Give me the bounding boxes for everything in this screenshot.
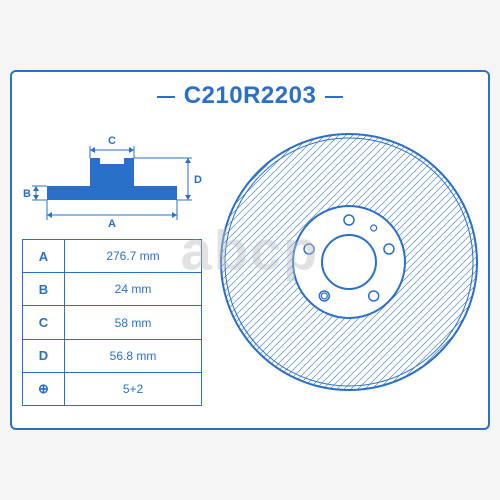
svg-text:C: C [108, 135, 116, 147]
disc-diagram-wrap [214, 118, 484, 406]
spec-value: 276.7 mm [65, 240, 201, 272]
spec-value: 58 mm [65, 306, 201, 338]
content-area: CABD A276.7 mmB24 mmC58 mmD56.8 mm⊕5+2 [22, 118, 478, 406]
spec-key: B [23, 273, 65, 305]
spec-key: D [23, 340, 65, 372]
disc-diagram [214, 127, 484, 397]
spec-value: 56.8 mm [65, 340, 201, 372]
svg-text:B: B [23, 188, 31, 200]
spec-key: ⊕ [23, 373, 65, 405]
profile-diagram: C A B D [22, 118, 202, 233]
title-wrap: C210R2203 [22, 82, 478, 110]
svg-text:D: D [194, 174, 202, 186]
spec-row: ⊕5+2 [23, 373, 201, 405]
spec-card: C210R2203 CABD A276.7 mmB24 mmC58 mmD56.… [10, 70, 490, 430]
spec-key: A [23, 240, 65, 272]
spec-table: A276.7 mmB24 mmC58 mmD56.8 mm⊕5+2 [22, 239, 202, 406]
svg-text:A: A [108, 218, 116, 230]
spec-row: B24 mm [23, 273, 201, 306]
spec-row: D56.8 mm [23, 340, 201, 373]
spec-row: A276.7 mm [23, 240, 201, 273]
spec-value: 5+2 [65, 373, 201, 405]
spec-value: 24 mm [65, 273, 201, 305]
part-number-title: C210R2203 [184, 82, 317, 110]
left-column: CABD A276.7 mmB24 mmC58 mmD56.8 mm⊕5+2 [22, 118, 202, 406]
spec-key: C [23, 306, 65, 338]
spec-row: C58 mm [23, 306, 201, 339]
